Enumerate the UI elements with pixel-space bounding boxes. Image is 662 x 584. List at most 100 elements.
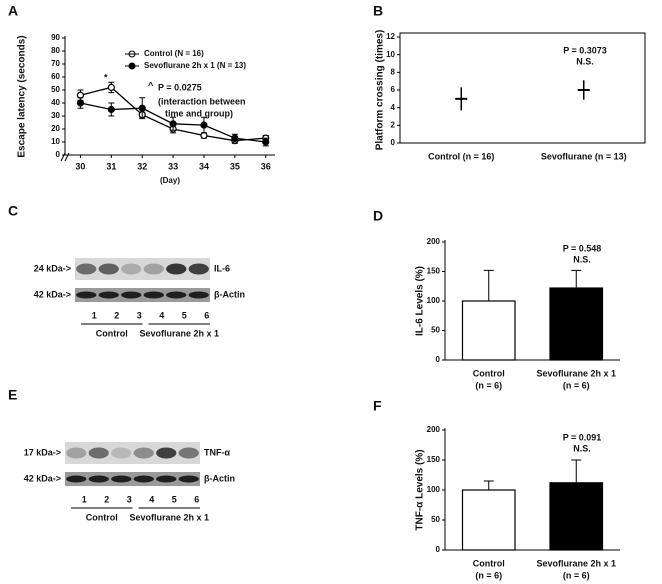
x-tick-sublabel: (n = 6)	[475, 570, 502, 580]
lane-number: 1	[82, 494, 87, 504]
y-tick-label: 100	[427, 485, 441, 494]
y-tick-label: 10	[51, 137, 60, 146]
blot-band	[178, 447, 199, 459]
annotation: N.S.	[573, 443, 591, 453]
y-tick-label: 2	[391, 120, 396, 129]
y-tick-label: 200	[427, 237, 441, 246]
panel-label: E	[8, 387, 17, 403]
y-tick-label: 50	[431, 515, 440, 524]
y-tick-label: 20	[51, 124, 60, 133]
group-label: Control	[96, 328, 128, 338]
blot-band	[156, 447, 177, 459]
blot-name: β-Actin	[204, 473, 235, 483]
x-tick-sublabel: (n = 6)	[563, 380, 590, 390]
blot-band	[88, 447, 109, 459]
x-tick-label: Control (n = 16)	[428, 151, 494, 161]
blot-marker: 42 kDa->	[34, 289, 71, 299]
point	[262, 138, 270, 146]
y-tick-label: 6	[391, 85, 396, 94]
lane-number: 4	[159, 310, 164, 320]
blot-band	[121, 263, 142, 275]
blot-name: IL-6	[214, 263, 230, 273]
y-axis-label: TNF-α Levels (%)	[415, 449, 426, 530]
y-tick-label: 0	[436, 545, 441, 554]
y-tick-label: 90	[51, 33, 60, 42]
x-tick-label: 36	[261, 161, 271, 171]
group-label: Control	[86, 512, 118, 522]
error-bar	[483, 269, 494, 301]
y-tick-label: 100	[427, 296, 441, 305]
blot-band	[98, 291, 119, 299]
annotation: P = 0.0275	[158, 82, 202, 92]
annotation: N.S.	[576, 56, 594, 66]
blot-band	[133, 475, 154, 483]
point	[107, 105, 115, 114]
point	[231, 134, 239, 142]
blot-band	[188, 263, 209, 275]
point	[138, 104, 146, 112]
blot-band	[66, 447, 87, 459]
x-tick-sublabel: (n = 6)	[475, 380, 502, 390]
lane-number: 5	[182, 310, 187, 320]
y-tick-label: 150	[427, 267, 441, 276]
group-label: Sevoflurane 2h x 1	[129, 512, 209, 522]
x-tick-label: 30	[75, 161, 85, 171]
y-tick-label: 50	[51, 85, 60, 94]
annotation: P = 0.3073	[563, 45, 607, 55]
blot-band	[66, 475, 87, 483]
lane-number: 3	[127, 494, 132, 504]
blot-band	[88, 475, 109, 483]
x-tick-label: Sevoflurane 2h x 1	[536, 368, 616, 378]
blot-band	[111, 447, 132, 459]
bar	[549, 482, 604, 551]
blot-name: β-Actin	[214, 289, 245, 299]
y-tick-label: 70	[51, 59, 60, 68]
panel-label: A	[8, 3, 18, 19]
y-tick-label: 40	[51, 98, 60, 107]
x-tick-label: 35	[230, 161, 240, 171]
x-tick-label: 34	[199, 161, 209, 171]
annotation: N.S.	[573, 254, 591, 264]
lane-number: 5	[172, 494, 177, 504]
blot-marker: 42 kDa->	[24, 473, 61, 483]
point	[107, 83, 115, 92]
annotation: P = 0.091	[563, 432, 602, 442]
blot-band	[76, 291, 97, 299]
y-tick-label: 80	[51, 46, 60, 55]
blot-band	[98, 263, 119, 275]
x-tick-label: Sevoflurane 2h x 1	[536, 558, 616, 568]
group-label: Sevoflurane 2h x 1	[139, 328, 219, 338]
blot-band	[166, 291, 187, 299]
blot-band	[143, 291, 164, 299]
x-tick-label: 32	[137, 161, 147, 171]
lane-number: 2	[104, 494, 109, 504]
error-bar	[571, 459, 582, 483]
blot-band	[121, 291, 142, 299]
blot-band	[166, 263, 187, 275]
x-tick-label: Control	[473, 368, 505, 378]
x-tick-label: 31	[106, 161, 116, 171]
panel-label: F	[373, 398, 382, 414]
y-tick-label: 0	[56, 150, 61, 159]
y-axis-label: Platform crossing (times)	[375, 30, 386, 151]
y-tick-label: 0	[391, 138, 396, 147]
x-tick-label: 33	[168, 161, 178, 171]
y-tick-label: 4	[391, 103, 396, 112]
panel-label: C	[8, 203, 18, 219]
lane-number: 2	[114, 310, 119, 320]
y-tick-label: 30	[51, 111, 60, 120]
legend-label: Sevoflurane 2h x 1 (N = 13)	[144, 61, 246, 70]
y-tick-label: 0	[436, 355, 441, 364]
point	[169, 120, 177, 128]
y-tick-label: 8	[391, 67, 396, 76]
blot-band	[143, 263, 164, 275]
blot-band	[156, 475, 177, 483]
panel-label: B	[373, 3, 383, 19]
x-tick-sublabel: (n = 6)	[563, 570, 590, 580]
blot-band	[76, 263, 97, 275]
bar	[549, 287, 604, 361]
y-tick-label: 50	[431, 326, 440, 335]
point	[76, 91, 85, 99]
